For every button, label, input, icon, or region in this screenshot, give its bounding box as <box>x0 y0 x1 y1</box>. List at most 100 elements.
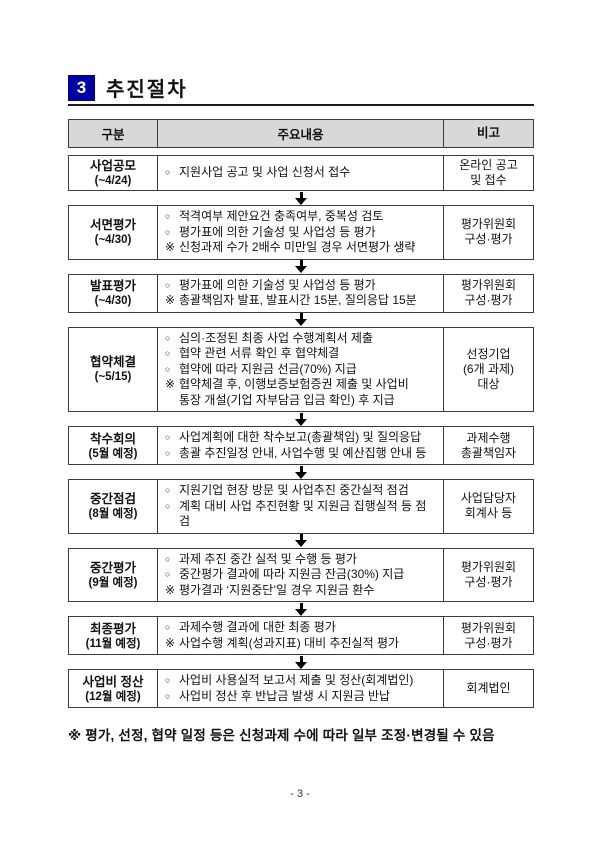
stage-content-cell: ○ 지원기업 현장 방문 및 사업추진 중간실적 점검 ○ 계획 대비 사업 추… <box>157 480 443 533</box>
flow-connector <box>68 313 534 327</box>
content-text: 협약체결 후, 이행보증보험증권 제출 및 사업비 <box>179 377 409 391</box>
stage-content-cell: ○ 사업계획에 대한 착수보고(총괄책임) 및 질의응답 ○ 총괄 추진일정 안… <box>157 427 443 464</box>
stage-date: (~4/30) <box>94 234 132 247</box>
table-row: 협약체결 (~5/15) ○ 심의·조정된 최종 사업 수행계획서 제출 ○ 협… <box>68 326 534 412</box>
stage-cell: 중간점검 (8월 예정) <box>69 480 157 533</box>
content-line: ○ 사업계획에 대한 착수보고(총괄책임) 및 질의응답 <box>165 430 437 446</box>
stage-date: (5월 예정) <box>88 447 138 460</box>
content-line: 통장 개설(기업 자부담금 입금 확인) 후 지급 <box>165 393 437 409</box>
content-line: ○ 과제수행 결과에 대한 최종 평가 <box>165 620 437 636</box>
content-line: ○ 지원사업 공고 및 사업 신청서 접수 <box>165 165 437 181</box>
content-text: 신청과제 수가 2배수 미만일 경우 서면평가 생략 <box>179 240 416 254</box>
bullet-icon: ※ <box>165 293 176 307</box>
stage-date: (~5/15) <box>94 371 132 384</box>
bullet-icon: ○ <box>165 447 171 458</box>
bullet-icon: ○ <box>165 226 171 237</box>
procedure-table: 구분 주요내용 비고 사업공모 (~4/24) ○ 지원사업 공고 및 사업 신… <box>68 119 534 708</box>
down-arrow-icon <box>295 465 307 479</box>
stage-name: 사업공모 <box>89 159 136 173</box>
content-text: 적격여부 제안요건 충족여부, 중복성 검토 <box>179 209 384 223</box>
stage-date: (9월 예정) <box>88 576 138 589</box>
flow-connector <box>68 412 534 426</box>
content-text: 사업비 정산 후 반납금 발생 시 지원금 반납 <box>179 688 391 703</box>
stage-remark-cell: 평가위원회 구성·평가 <box>443 548 533 601</box>
flow-connector <box>68 534 534 548</box>
content-text: 계획 대비 사업 추진현황 및 지원금 집행실적 등 점검 <box>179 498 427 529</box>
content-line: ○ 심의·조정된 최종 사업 수행계획서 제출 <box>165 331 437 347</box>
stage-remark-cell: 선정기업 (6개 과제) 대상 <box>443 327 533 411</box>
bullet-icon: ○ <box>165 485 171 495</box>
content-text: 평가결과 ‘지원중단’일 경우 지원금 환수 <box>179 582 375 597</box>
stage-name: 발표평가 <box>89 279 136 293</box>
section-number-badge: 3 <box>68 74 95 101</box>
table-row: 사업공모 (~4/24) ○ 지원사업 공고 및 사업 신청서 접수 온라인 공… <box>68 155 534 191</box>
content-line: ○ 사업비 사용실적 보고서 제출 및 정산(회계법인) <box>165 673 437 689</box>
table-rows: 사업공모 (~4/24) ○ 지원사업 공고 및 사업 신청서 접수 온라인 공… <box>68 155 534 708</box>
bullet-icon: ○ <box>165 363 171 374</box>
stage-remark-cell: 과제수행 총괄책임자 <box>443 427 533 464</box>
stage-name: 사업비 정산 <box>82 674 144 689</box>
flow-connector <box>68 465 534 479</box>
content-line: ○ 지원기업 현장 방문 및 사업추진 중간실적 점검 <box>165 483 437 499</box>
content-line: ※ 사업수행 계획(성과지표) 대비 추진실적 평가 <box>165 636 437 652</box>
bullet-icon: ○ <box>165 432 171 442</box>
down-arrow-icon <box>295 260 307 273</box>
content-text: 총괄 추진일정 안내, 사업수행 및 예산집행 안내 등 <box>179 445 427 460</box>
content-text: 사업계획에 대한 착수보고(총괄책임) 및 질의응답 <box>179 430 422 444</box>
bullet-icon: ※ <box>165 582 176 597</box>
table-row: 서면평가 (~4/30) ○ 적격여부 제안요건 충족여부, 중복성 검토 ○ … <box>68 205 534 260</box>
stage-remark-cell: 회계법인 <box>443 670 533 707</box>
stage-date: (8월 예정) <box>88 508 138 521</box>
table-row: 착수회의 (5월 예정) ○ 사업계획에 대한 착수보고(총괄책임) 및 질의응… <box>68 426 534 465</box>
content-line: ○ 총괄 추진일정 안내, 사업수행 및 예산집행 안내 등 <box>165 446 437 462</box>
bullet-icon: ※ <box>165 240 176 254</box>
stage-cell: 사업비 정산 (12월 예정) <box>69 670 157 707</box>
stage-cell: 착수회의 (5월 예정) <box>69 427 157 464</box>
content-line: ○ 평가표에 의한 기술성 및 사업성 등 평가 <box>165 225 437 241</box>
table-row: 사업비 정산 (12월 예정) ○ 사업비 사용실적 보고서 제출 및 정산(회… <box>68 669 534 708</box>
content-text: 사업비 사용실적 보고서 제출 및 정산(회계법인) <box>179 673 414 687</box>
content-line: ○ 적격여부 제안요건 충족여부, 중복성 검토 <box>165 209 437 225</box>
column-header-remark: 비고 <box>443 120 533 147</box>
header-gap <box>68 148 534 155</box>
content-line: ○ 중간평가 결과에 따라 지원금 잔금(30%) 지급 <box>165 567 437 583</box>
page-number: - 3 - <box>290 788 310 800</box>
content-text: 사업수행 계획(성과지표) 대비 추진실적 평가 <box>179 635 400 650</box>
bullet-icon: ○ <box>165 332 171 343</box>
down-arrow-icon <box>295 313 307 326</box>
page-content: 3 추진절차 구분 주요내용 비고 사업공모 (~4/24) ○ 지원사업 공고… <box>68 74 534 744</box>
content-text: 과제 추진 중간 실적 및 수행 등 평가 <box>179 551 357 566</box>
stage-content-cell: ○ 심의·조정된 최종 사업 수행계획서 제출 ○ 협약 관련 서류 확인 후 … <box>157 327 443 411</box>
table-header-row: 구분 주요내용 비고 <box>68 119 534 148</box>
column-header-category: 구분 <box>101 128 125 142</box>
bullet-icon: ○ <box>165 553 171 564</box>
down-arrow-icon <box>295 534 307 547</box>
bullet-icon: ○ <box>165 675 171 685</box>
stage-content-cell: ○ 과제수행 결과에 대한 최종 평가 ※ 사업수행 계획(성과지표) 대비 추… <box>157 617 443 654</box>
down-arrow-icon <box>295 655 307 669</box>
stage-date: (~4/30) <box>94 295 132 307</box>
bullet-icon: ※ <box>165 377 176 391</box>
stage-name: 착수회의 <box>89 431 136 446</box>
table-row: 최종평가 (11월 예정) ○ 과제수행 결과에 대한 최종 평가 ※ 사업수행… <box>68 616 534 655</box>
content-text: 협약에 따라 지원금 선금(70%) 지급 <box>179 361 357 376</box>
content-text: 평가표에 의한 기술성 및 사업성 등 평가 <box>179 224 376 239</box>
bullet-icon: ○ <box>165 569 171 579</box>
content-line: ※ 총괄책임자 발표, 발표시간 15분, 질의응답 15분 <box>165 293 437 309</box>
flow-connector <box>68 655 534 669</box>
content-line: ※ 신청과제 수가 2배수 미만일 경우 서면평가 생략 <box>165 240 437 256</box>
bullet-icon: ※ <box>165 635 176 650</box>
footnote: ※ 평가, 선정, 협약 일정 등은 신청과제 수에 따라 일부 조정·변경될 … <box>68 728 495 743</box>
content-line: ○ 협약에 따라 지원금 선금(70%) 지급 <box>165 362 437 378</box>
stage-cell: 발표평가 (~4/30) <box>69 275 157 312</box>
stage-date: (11월 예정) <box>85 637 141 650</box>
table-row: 발표평가 (~4/30) ○ 평가표에 의한 기술성 및 사업성 등 평가 ※ … <box>68 273 534 313</box>
stage-name: 중간평가 <box>89 560 136 575</box>
stage-cell: 최종평가 (11월 예정) <box>69 617 157 654</box>
down-arrow-icon <box>295 191 307 205</box>
stage-name: 중간점검 <box>89 492 136 507</box>
section-header: 3 추진절차 <box>68 74 534 101</box>
stage-cell: 서면평가 (~4/30) <box>69 206 157 259</box>
content-line: ○ 평가표에 의한 기술성 및 사업성 등 평가 <box>165 278 437 294</box>
